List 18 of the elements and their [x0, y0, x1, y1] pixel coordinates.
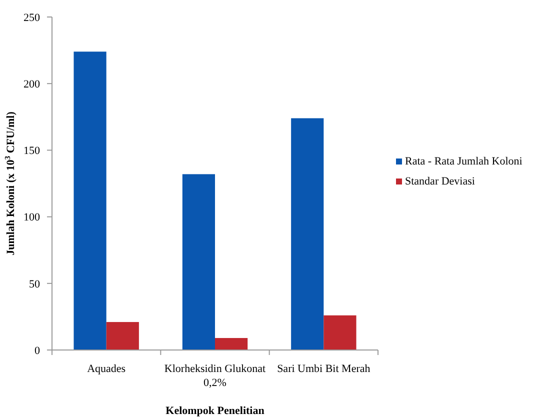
- bar: [74, 52, 106, 350]
- y-tick-label: 200: [24, 78, 40, 90]
- bar: [291, 118, 324, 350]
- y-tick-label: 150: [24, 145, 40, 158]
- x-tick-label: Aquades: [87, 363, 126, 375]
- y-tick-label: 100: [24, 212, 40, 224]
- legend-label: Standar Deviasi: [405, 176, 475, 188]
- legend-label: Rata - Rata Jumlah Koloni: [405, 156, 522, 168]
- bar: [215, 338, 248, 350]
- x-axis-title: Kelompok Penelitian: [166, 405, 264, 417]
- x-tick-label: Klorheksidin Glukonat 0,2%: [164, 363, 266, 389]
- x-tick-label: Sari Umbi Bit Merah: [277, 363, 371, 375]
- y-tick-label: 0: [34, 344, 40, 357]
- bar: [324, 315, 356, 350]
- bar: [182, 174, 215, 350]
- bar: [106, 322, 139, 350]
- y-tick-label: 250: [24, 12, 40, 24]
- y-tick-label: 50: [29, 278, 40, 290]
